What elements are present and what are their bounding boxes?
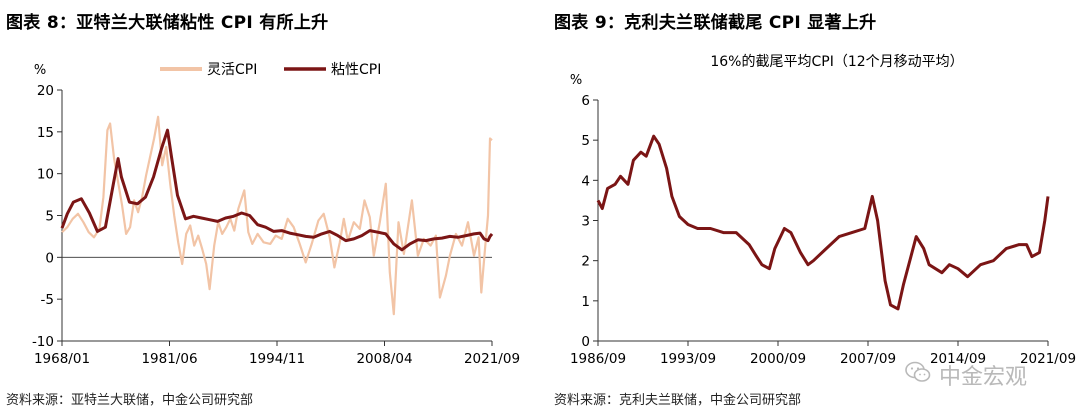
right-chart-title: 图表 9：克利夫兰联储截尾 CPI 显著上升 <box>554 13 877 33</box>
y-tick-label: 10 <box>37 167 54 183</box>
x-tick-label: 2021/09 <box>1020 351 1076 367</box>
legend-label-2: 粘性CPI <box>331 62 381 78</box>
y-tick-label: 20 <box>37 83 54 99</box>
x-tick-label: 1981/06 <box>141 351 197 367</box>
x-tick-label: 1993/09 <box>660 351 716 367</box>
y-tick-label: 4 <box>581 173 590 189</box>
y-tick-label: -5 <box>41 292 54 308</box>
wechat-icon <box>905 361 931 382</box>
x-tick-label: 2014/09 <box>930 351 986 367</box>
x-tick-label: 2008/04 <box>356 351 412 367</box>
x-tick-label: 1968/01 <box>34 351 90 367</box>
y-tick-label: 0 <box>581 334 590 350</box>
left-chart-source: 资料来源：亚特兰大联储，中金公司研究部 <box>6 393 254 408</box>
series-line-1 <box>596 134 1050 311</box>
right-chart-source: 资料来源：克利夫兰联储，中金公司研究部 <box>554 393 802 408</box>
y-unit-label: % <box>34 63 46 78</box>
x-tick-label: 2007/09 <box>840 351 896 367</box>
left-chart-panel: 图表 8：亚特兰大联储粘性 CPI 有所上升 20 15 10 5 0 -5 -10 1968… <box>6 13 520 408</box>
y-tick-label: 5 <box>45 209 54 225</box>
y-tick-label: 0 <box>45 250 54 266</box>
y-unit-label: % <box>570 73 582 88</box>
x-tick-label: 1994/11 <box>249 351 305 367</box>
y-tick-label: 2 <box>581 254 590 270</box>
y-tick-label: 6 <box>581 93 590 109</box>
y-tick-label: 1 <box>581 294 590 310</box>
series-line-2 <box>60 128 494 252</box>
y-tick-label: 3 <box>581 214 590 230</box>
series-line-1 <box>61 115 493 316</box>
y-tick-label: -10 <box>32 334 54 350</box>
left-chart-title: 图表 8：亚特兰大联储粘性 CPI 有所上升 <box>6 13 329 33</box>
y-tick-label: 5 <box>581 133 590 149</box>
y-tick-label: 15 <box>37 125 54 141</box>
right-chart-panel: 图表 9：克利夫兰联储截尾 CPI 显著上升 6 5 4 3 2 1 0 1986/09 199… <box>548 0 1080 419</box>
x-tick-label: 2021/09 <box>464 351 520 367</box>
chart-subtitle: 16%的截尾平均CPI（12个月移动平均） <box>710 54 963 70</box>
x-tick-label: 1986/09 <box>570 351 626 367</box>
x-tick-label: 2000/09 <box>750 351 806 367</box>
legend-label-1: 灵活CPI <box>207 62 257 78</box>
watermark: 中金宏观 <box>905 357 1065 393</box>
watermark-text: 中金宏观 <box>939 365 1028 390</box>
